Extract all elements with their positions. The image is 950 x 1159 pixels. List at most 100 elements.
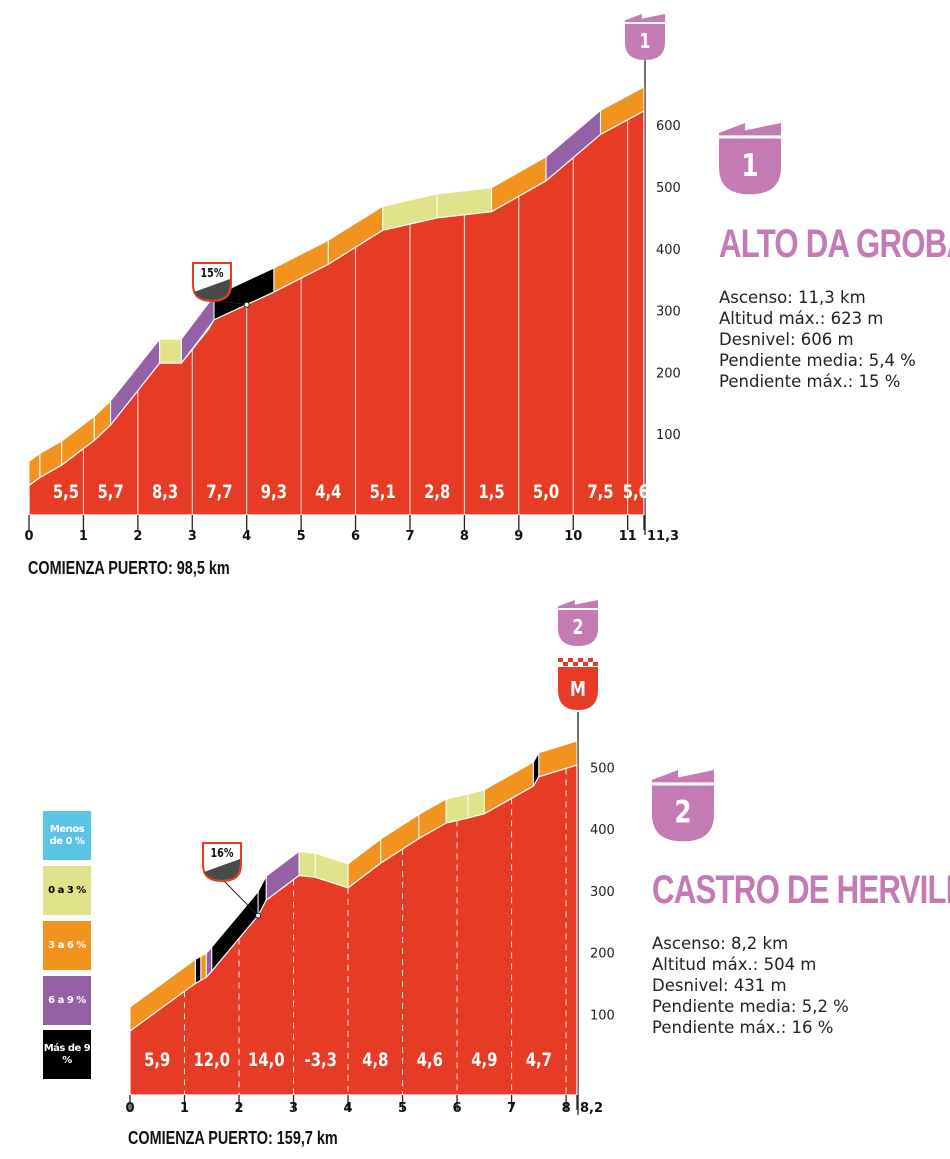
climb-2-stat-max-grade: Pendiente máx.: 16 %	[652, 1018, 834, 1037]
km-gradient-label: 4,4	[315, 481, 341, 503]
climb-2-profile: 0 1 2 3 4 5 6 7 8 8,2 100 200 300 400 500 5,9 12,0 14,0 -3…	[125, 712, 615, 1116]
badge-shield-icon	[652, 785, 714, 842]
elevation-profile-area	[129, 764, 578, 1096]
climb-1-stat-max-grade: Pendiente máx.: 15 %	[719, 372, 901, 391]
checkered-flag-square	[573, 662, 578, 666]
finish-badge-label: M	[570, 678, 586, 701]
max-grade-tag-slope-icon	[194, 279, 230, 300]
climb-category-badge: 2	[652, 770, 714, 842]
max-grade-point	[255, 912, 262, 919]
km-gradient-label: 7,7	[206, 481, 232, 503]
climb-2-title: CASTRO DE HERVILLE	[652, 868, 950, 912]
x-tick-label: 0	[125, 1101, 134, 1116]
climb-2-start-label: COMIENZA PUERTO: 159,7 km	[128, 1128, 338, 1148]
km-gradient-label: 14,0	[248, 1049, 285, 1071]
x-tick-label: 6	[453, 1101, 462, 1116]
checkered-flag-square	[593, 658, 598, 662]
legend-item-above-9: Más de 9 %	[43, 1030, 91, 1079]
max-grade-tag: 16%	[202, 842, 242, 883]
km-gradient-label: 9,3	[261, 481, 287, 503]
x-tick-label: 2	[133, 529, 142, 544]
y-tick-label: 400	[590, 823, 615, 838]
badge-number: 2	[572, 616, 583, 639]
max-grade-tag-slope-icon	[204, 859, 240, 880]
legend-item-6-9: 6 a 9 %	[43, 976, 91, 1025]
badge-flag-icon	[652, 770, 714, 783]
km-gradient-label: 8,3	[152, 481, 178, 503]
x-tick-label: 1	[180, 1101, 189, 1116]
max-grade-point	[243, 301, 250, 308]
checkered-flag-square	[578, 658, 583, 662]
gradient-segment	[200, 952, 207, 982]
checkered-flag-square	[573, 658, 578, 662]
checkered-flag-square	[583, 658, 588, 662]
km-gradient-label: 4,9	[471, 1049, 497, 1071]
y-tick-label: 600	[656, 119, 681, 134]
y-tick-label: 200	[656, 366, 681, 381]
x-tick-label: 10	[564, 529, 582, 544]
km-gradient-label: 7,5	[587, 481, 613, 503]
km-gradient-label: -3,3	[305, 1049, 337, 1071]
climb-1-stats: Ascenso: 11,3 km Altitud máx.: 623 m Des…	[719, 287, 916, 392]
checkered-flag-square	[558, 662, 563, 666]
y-tick-label: 500	[656, 181, 681, 196]
y-tick-label: 400	[656, 243, 681, 258]
gradient-segment	[298, 850, 316, 878]
climb-1-start-label: COMIENZA PUERTO: 98,5 km	[28, 558, 230, 578]
climb-1-stat-elevation-gain: Desnivel: 606 m	[719, 330, 854, 349]
checkered-flag-square	[568, 658, 573, 662]
checkered-flag-square	[583, 662, 588, 666]
finish-shield-icon	[558, 667, 598, 710]
x-tick-label: 7	[405, 529, 414, 544]
summit-category-badge: 1	[625, 14, 665, 60]
km-gradient-label: 5,5	[53, 481, 79, 503]
badge-flag-icon	[719, 123, 781, 136]
km-gradient-label: 5,1	[370, 481, 396, 503]
checkered-flag-square	[588, 658, 593, 662]
km-gradient-label: 5,9	[144, 1049, 170, 1071]
climb-1-stat-ascent: Ascenso: 11,3 km	[719, 288, 866, 307]
x-tick-label: 9	[514, 529, 523, 544]
x-tick-label: 8,2	[580, 1101, 603, 1116]
checkered-flag-square	[568, 662, 573, 666]
y-tick-label: 200	[590, 947, 615, 962]
x-tick-label: 11	[619, 529, 637, 544]
badge-shield-icon	[719, 138, 781, 195]
km-gradient-label: 12,0	[194, 1049, 231, 1071]
x-tick-label: 3	[289, 1101, 298, 1116]
climb-category-badge: 1	[719, 123, 781, 195]
x-tick-label: 8	[562, 1101, 571, 1116]
checkered-flag-square	[593, 662, 598, 666]
x-tick-label: 1	[79, 529, 88, 544]
y-tick-label: 300	[590, 885, 615, 900]
checkered-flag-square	[578, 662, 583, 666]
km-gradient-label: 4,7	[526, 1049, 552, 1071]
badge-number: 1	[639, 30, 650, 53]
y-tick-label: 500	[590, 762, 615, 777]
badge-flag-icon	[558, 600, 598, 608]
x-tick-label: 0	[24, 529, 33, 544]
badge-number: 2	[674, 794, 691, 830]
km-gradient-label: 1,5	[478, 481, 504, 503]
legend-item-below-0: Menos de 0 %	[43, 811, 91, 860]
checkered-flag-square	[558, 658, 563, 662]
climb-1-title: ALTO DA GROBA	[719, 222, 950, 266]
badge-number: 1	[741, 147, 758, 183]
badge-shield-icon	[625, 24, 665, 60]
x-tick-label: 6	[351, 529, 360, 544]
km-gradient-label: 5,7	[98, 481, 124, 503]
summit-category-badge: 2	[558, 600, 598, 646]
gradient-segment	[159, 338, 182, 364]
elevation-profile-area	[28, 109, 645, 516]
badge-flag-icon	[625, 14, 665, 22]
climb-2-stat-max-altitude: Altitud máx.: 504 m	[652, 955, 817, 974]
x-tick-label: 5	[297, 529, 306, 544]
climb-2-stat-avg-grade: Pendiente media: 5,2 %	[652, 997, 849, 1016]
legend-item-0-3: 0 a 3 %	[43, 866, 91, 915]
x-tick-label: 8	[460, 529, 469, 544]
y-tick-label: 300	[656, 305, 681, 320]
km-gradient-label: 5,6	[623, 481, 649, 503]
x-tick-label: 5	[398, 1101, 407, 1116]
km-gradient-label: 2,8	[424, 481, 450, 503]
legend-item-3-6: 3 a 6 %	[43, 921, 91, 970]
